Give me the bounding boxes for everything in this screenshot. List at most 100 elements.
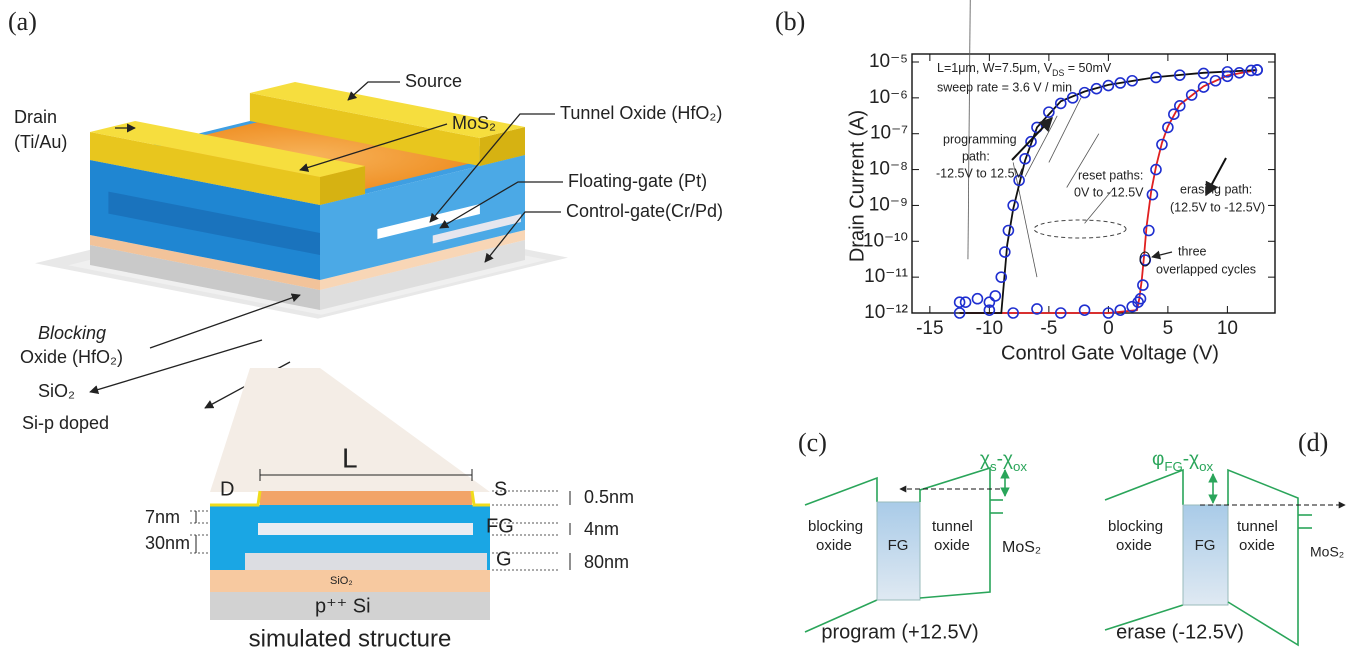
annotation-programming: programming xyxy=(943,132,1017,146)
x-tick-label: 0 xyxy=(1103,318,1114,339)
label-fg: FG xyxy=(1195,537,1216,554)
band-line xyxy=(805,478,877,505)
annotation-programming: -12.5V to 12.5V xyxy=(936,166,1024,180)
label-tunnel: tunnel xyxy=(932,518,973,535)
label-tunnel: oxide xyxy=(1239,537,1275,554)
panel-label: (d) xyxy=(1298,428,1328,457)
annotation-cycles: overlapped cycles xyxy=(1156,262,1256,276)
y-tick-label: 10⁻⁵ xyxy=(869,51,908,72)
label-blocking: blocking xyxy=(808,518,863,535)
x-axis-label: Control Gate Voltage (V) xyxy=(1001,342,1219,364)
annotation-conditions-part: DS xyxy=(1052,68,1064,78)
panel-label: (b) xyxy=(775,7,805,36)
label-barrier: χs-χox xyxy=(980,449,1027,474)
label-g: G xyxy=(496,548,512,570)
label-tunnel: oxide xyxy=(934,537,970,554)
y-tick-label: 10⁻⁹ xyxy=(869,194,908,215)
dim-label: 4nm xyxy=(584,519,619,539)
dim-label: 30nm xyxy=(145,533,190,553)
label-barrier-part: FG xyxy=(1164,459,1182,474)
annotation-cycles: three xyxy=(1178,244,1207,258)
label-barrier-part: χ xyxy=(980,449,990,470)
y-tick-label: 10⁻⁷ xyxy=(870,123,908,144)
annotation-reset: reset paths: xyxy=(1078,168,1143,182)
label-mos2: MoS₂ xyxy=(1310,544,1344,560)
fg-block xyxy=(1183,505,1228,605)
y-tick-label: 10⁻⁶ xyxy=(869,87,908,108)
cs-contact-s xyxy=(472,491,490,505)
dim-label: 80nm xyxy=(584,552,629,572)
label-mos2: MoS₂ xyxy=(452,113,496,133)
label-barrier-part: -χ xyxy=(997,449,1013,470)
annotation-erasing: erasing path: xyxy=(1180,182,1252,196)
data-point xyxy=(1138,280,1148,290)
data-point xyxy=(990,291,1000,301)
data-point xyxy=(1000,247,1010,257)
label-barrier-part: ox xyxy=(1013,459,1027,474)
figure: (a)SourceDrain(Ti/Au)MoS₂Tunnel Oxide (H… xyxy=(0,0,1362,656)
label-fg: FG xyxy=(888,537,909,554)
label-floating-gate: Floating-gate (Pt) xyxy=(568,171,707,191)
data-point xyxy=(1147,190,1157,200)
y-tick-label: 10⁻¹⁰ xyxy=(863,230,908,251)
label-barrier: φFG-χox xyxy=(1152,449,1214,474)
cs-contact-d xyxy=(210,491,260,505)
dim-label: 0.5nm xyxy=(584,487,634,507)
band-line xyxy=(1105,470,1183,505)
arrow-programming xyxy=(1012,118,1052,160)
y-tick-label: 10⁻⁸ xyxy=(869,159,908,180)
y-tick-label: 10⁻¹² xyxy=(864,302,908,323)
dim-label: 7nm xyxy=(145,507,180,527)
y-tick-label: 10⁻¹¹ xyxy=(864,266,908,287)
caption: erase (-12.5V) xyxy=(1116,621,1244,643)
label-l: L xyxy=(342,442,358,473)
x-tick-label: -10 xyxy=(976,318,1003,339)
label-d: D xyxy=(220,478,234,500)
label-blocking: oxide xyxy=(816,537,852,554)
data-point xyxy=(972,294,982,304)
annotation-conditions-part: = 50mV xyxy=(1064,61,1112,75)
data-point xyxy=(1056,98,1066,108)
x-tick-label: -5 xyxy=(1040,318,1057,339)
label-barrier-part: φ xyxy=(1152,449,1164,470)
caption: simulated structure xyxy=(249,625,452,652)
label-control-gate: Control-gate(Cr/Pd) xyxy=(566,201,723,221)
panel-label: (c) xyxy=(798,428,827,457)
label-cs-si: p⁺⁺ Si xyxy=(315,595,371,617)
leader-cycles xyxy=(1152,252,1172,257)
annotation-sweep: sweep rate = 3.6 V / min xyxy=(937,80,1072,94)
reset-trace xyxy=(968,0,970,259)
label-blocking: blocking xyxy=(1108,518,1163,535)
annotation-erasing: (12.5V to -12.5V) xyxy=(1170,200,1265,214)
reset-ellipse xyxy=(1034,220,1126,238)
cs-gate xyxy=(245,553,487,570)
caption: program (+12.5V) xyxy=(821,621,978,643)
reset-trace xyxy=(1049,98,1081,163)
label-drain-material: (Ti/Au) xyxy=(14,132,67,152)
label-tunnel: tunnel xyxy=(1237,518,1278,535)
data-point xyxy=(961,297,971,307)
label-mos2: MoS₂ xyxy=(1002,539,1041,556)
label-cs-sio2: SiO₂ xyxy=(330,575,353,587)
band-line xyxy=(1228,470,1298,645)
x-tick-label: -15 xyxy=(916,318,943,339)
label-barrier-part: -χ xyxy=(1183,449,1199,470)
label-blocking: Blocking xyxy=(38,323,106,343)
zoom-cone xyxy=(210,368,490,492)
cs-channel xyxy=(260,491,472,505)
label-blocking: oxide xyxy=(1116,537,1152,554)
label-s: S xyxy=(494,478,507,500)
annotation-conditions: L=1μm, W=7.5μm, VDS = 50mV xyxy=(937,61,1112,78)
label-barrier-part: ox xyxy=(1199,459,1213,474)
x-tick-label: 5 xyxy=(1163,318,1174,339)
cs-fg xyxy=(258,523,473,535)
annotation-programming: path: xyxy=(962,149,990,163)
label-sio2: SiO₂ xyxy=(38,381,75,401)
label-drain: Drain xyxy=(14,107,57,127)
y-axis-label: Drain Current (A) xyxy=(846,110,868,262)
annotation-reset: 0V to -12.5V xyxy=(1074,185,1144,199)
label-si: Si-p doped xyxy=(22,413,109,433)
panel-label: (a) xyxy=(8,7,37,36)
x-tick-label: 10 xyxy=(1217,318,1238,339)
label-source: Source xyxy=(405,71,462,91)
